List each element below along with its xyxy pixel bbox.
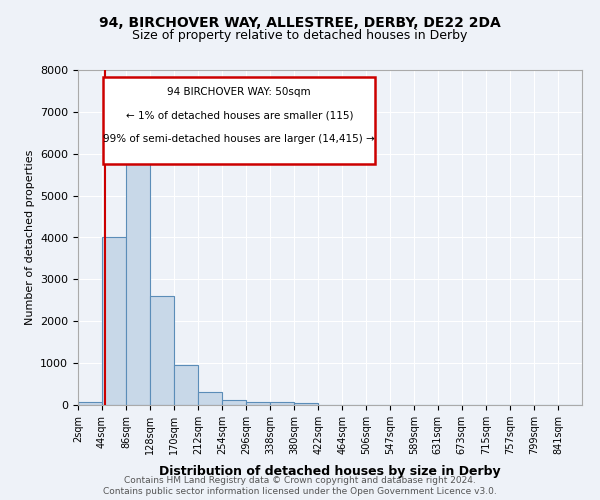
Text: Size of property relative to detached houses in Derby: Size of property relative to detached ho…: [133, 29, 467, 42]
Text: ← 1% of detached houses are smaller (115): ← 1% of detached houses are smaller (115…: [125, 110, 353, 120]
Bar: [102, 238, 126, 405]
Text: 99% of semi-detached houses are larger (14,415) →: 99% of semi-detached houses are larger (…: [103, 134, 375, 143]
Bar: [126, 130, 150, 405]
Text: 94 BIRCHOVER WAY: 50sqm: 94 BIRCHOVER WAY: 50sqm: [167, 86, 311, 97]
Bar: [174, 365, 198, 405]
Text: Contains public sector information licensed under the Open Government Licence v3: Contains public sector information licen…: [103, 487, 497, 496]
Y-axis label: Number of detached properties: Number of detached properties: [25, 150, 35, 325]
X-axis label: Distribution of detached houses by size in Derby: Distribution of detached houses by size …: [159, 466, 501, 478]
Bar: [78, 402, 102, 405]
Bar: [198, 392, 222, 405]
Text: Contains HM Land Registry data © Crown copyright and database right 2024.: Contains HM Land Registry data © Crown c…: [124, 476, 476, 485]
Bar: [246, 402, 270, 405]
Bar: [222, 400, 246, 405]
FancyBboxPatch shape: [103, 76, 376, 164]
Bar: [270, 402, 294, 405]
Bar: [294, 403, 318, 405]
Text: 94, BIRCHOVER WAY, ALLESTREE, DERBY, DE22 2DA: 94, BIRCHOVER WAY, ALLESTREE, DERBY, DE2…: [99, 16, 501, 30]
Bar: [150, 296, 174, 405]
